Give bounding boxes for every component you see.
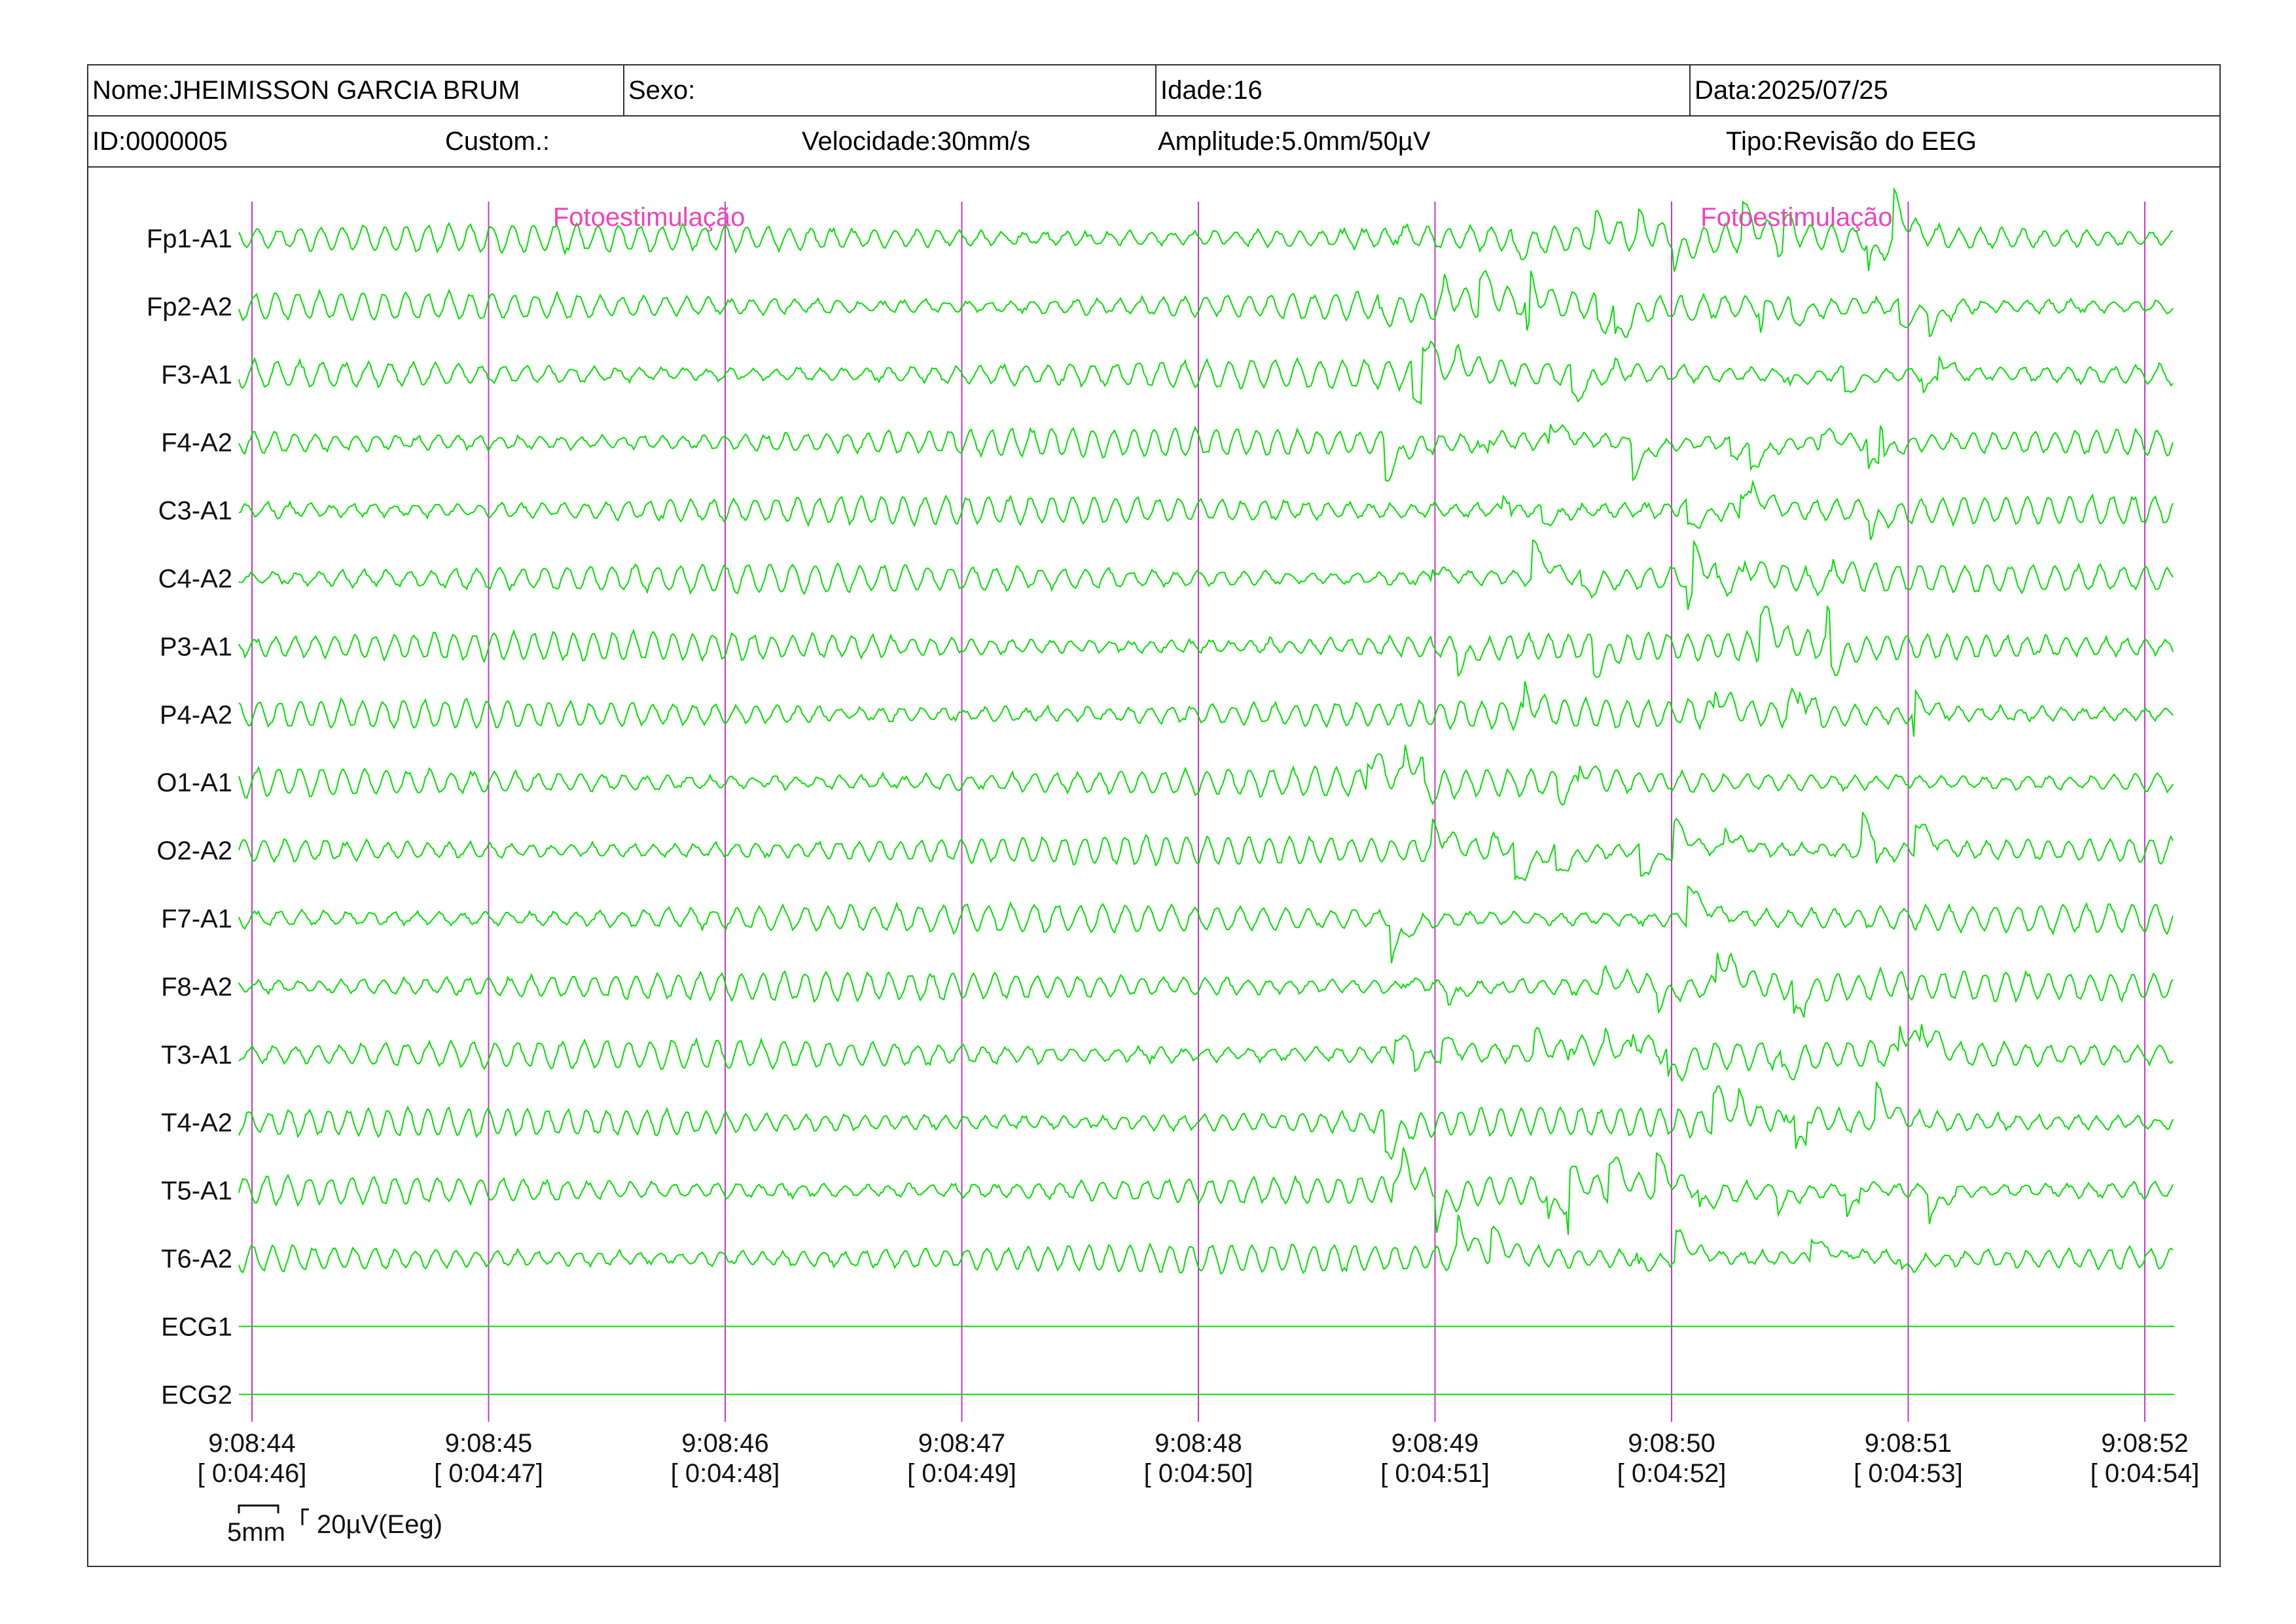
trace-c4-a2 [238, 539, 2174, 610]
trace-f4-a2 [238, 424, 2174, 482]
trace-f3-a1 [238, 340, 2174, 406]
channel-label-ecg1: ECG1 [161, 1312, 232, 1341]
channel-label-fp2-a2: Fp2-A2 [147, 293, 232, 321]
patient-id: ID:0000005 [92, 127, 228, 156]
time-clock-label: 9:08:51 [1865, 1429, 1952, 1458]
time-clock-label: 9:08:52 [2101, 1429, 2188, 1458]
trace-o2-a2 [238, 810, 2174, 882]
trace-f7-a1 [238, 885, 2174, 964]
channel-label-p4-a2: P4-A2 [160, 700, 232, 729]
trace-t5-a1 [238, 1147, 2174, 1235]
time-clock-label: 9:08:50 [1628, 1429, 1715, 1458]
time-elapsed-label: [ 0:04:51] [1380, 1459, 1490, 1488]
channel-label-t4-a2: T4-A2 [161, 1109, 232, 1138]
patient-name: Nome:JHEIMISSON GARCIA BRUM [92, 76, 520, 105]
channel-labels: Fp1-A1 Fp2-A2 F3-A1 F4-A2 C3-A1 C4-A2 P3-A1 P4-… [147, 225, 232, 1409]
review-type: Tipo:Revisão do EEG [1726, 127, 1977, 156]
trace-fp2-a2 [238, 270, 2174, 338]
channel-label-o2-a2: O2-A2 [156, 837, 232, 865]
time-elapsed-label: [ 0:04:48] [671, 1459, 780, 1488]
amplitude-scale-bracket [301, 1508, 309, 1525]
time-clock-label: 9:08:48 [1155, 1429, 1242, 1458]
channel-label-f4-a2: F4-A2 [161, 429, 232, 458]
recording-date: Data:2025/07/25 [1689, 65, 2221, 115]
channel-label-f7-a1: F7-A1 [161, 905, 232, 933]
custom-field: Custom.: [445, 127, 550, 156]
time-elapsed-label: [ 0:04:50] [1144, 1459, 1253, 1488]
time-clock-label: 9:08:47 [918, 1429, 1005, 1458]
time-clock-label: 9:08:45 [445, 1429, 532, 1458]
trace-p4-a2 [238, 681, 2174, 737]
trace-fp1-a1 [238, 187, 2174, 272]
time-scale-label: 5mm [227, 1518, 285, 1547]
patient-age: Idade:16 [1155, 65, 1689, 115]
trace-p3-a1 [238, 605, 2174, 678]
time-elapsed-label: [ 0:04:54] [2090, 1459, 2200, 1488]
time-clock-label: 9:08:44 [208, 1429, 295, 1458]
channel-label-t6-a2: T6-A2 [161, 1245, 232, 1274]
time-scale-bracket [238, 1504, 279, 1513]
second-marker-lines [251, 202, 2145, 1422]
patient-sex: Sexo: [623, 65, 1155, 115]
time-clock-label: 9:08:49 [1391, 1429, 1479, 1458]
trace-c3-a1 [238, 479, 2174, 541]
channel-label-o1-a1: O1-A1 [156, 768, 232, 797]
trace-o1-a1 [238, 744, 2174, 806]
trace-t6-a2 [238, 1214, 2174, 1275]
time-elapsed-label: [ 0:04:53] [1854, 1459, 1963, 1488]
amplitude-setting: Amplitude:5.0mm/50µV [1158, 127, 1431, 156]
time-elapsed-label: [ 0:04:52] [1617, 1459, 1727, 1488]
eeg-traces [238, 187, 2174, 1396]
channel-label-c4-a2: C4-A2 [158, 565, 232, 594]
amplitude-scale-label: 20µV(Eeg) [317, 1510, 442, 1539]
channel-label-fp1-a1: Fp1-A1 [147, 225, 232, 253]
trace-t4-a2 [238, 1081, 2174, 1161]
trace-t3-a1 [238, 1024, 2174, 1083]
header-row-patient: Nome:JHEIMISSON GARCIA BRUM Sexo: Idade:… [88, 65, 2219, 117]
channel-label-t5-a1: T5-A1 [161, 1177, 232, 1206]
time-axis: 9:08:44[ 0:04:46] 9:08:45[ 0:04:47] 9:08:4… [198, 1429, 2200, 1488]
time-elapsed-label: [ 0:04:46] [198, 1459, 307, 1488]
scale-bar: 5mm 20µV(Eeg) [227, 1504, 442, 1547]
event-label-photostimulation: Fotoestimulação [1700, 203, 1892, 232]
time-clock-label: 9:08:46 [681, 1429, 768, 1458]
report-frame: Nome:JHEIMISSON GARCIA BRUM Sexo: Idade:… [87, 64, 2221, 1567]
header-row-settings: ID:0000005 Custom.: Velocidade:30mm/s Am… [88, 117, 2219, 168]
time-elapsed-label: [ 0:04:49] [907, 1459, 1016, 1488]
channel-label-c3-a1: C3-A1 [158, 497, 232, 526]
channel-label-ecg2: ECG2 [161, 1380, 232, 1409]
event-label-photostimulation: Fotoestimulação [553, 203, 745, 232]
speed-setting: Velocidade:30mm/s [802, 127, 1031, 156]
time-elapsed-label: [ 0:04:47] [434, 1459, 543, 1488]
channel-label-t3-a1: T3-A1 [161, 1041, 232, 1070]
event-annotations: Fotoestimulação Fotoestimulação [553, 203, 1893, 232]
channel-label-f8-a2: F8-A2 [161, 973, 232, 1001]
channel-label-f3-a1: F3-A1 [161, 361, 232, 389]
trace-f8-a2 [238, 952, 2174, 1018]
channel-label-p3-a1: P3-A1 [160, 632, 232, 661]
